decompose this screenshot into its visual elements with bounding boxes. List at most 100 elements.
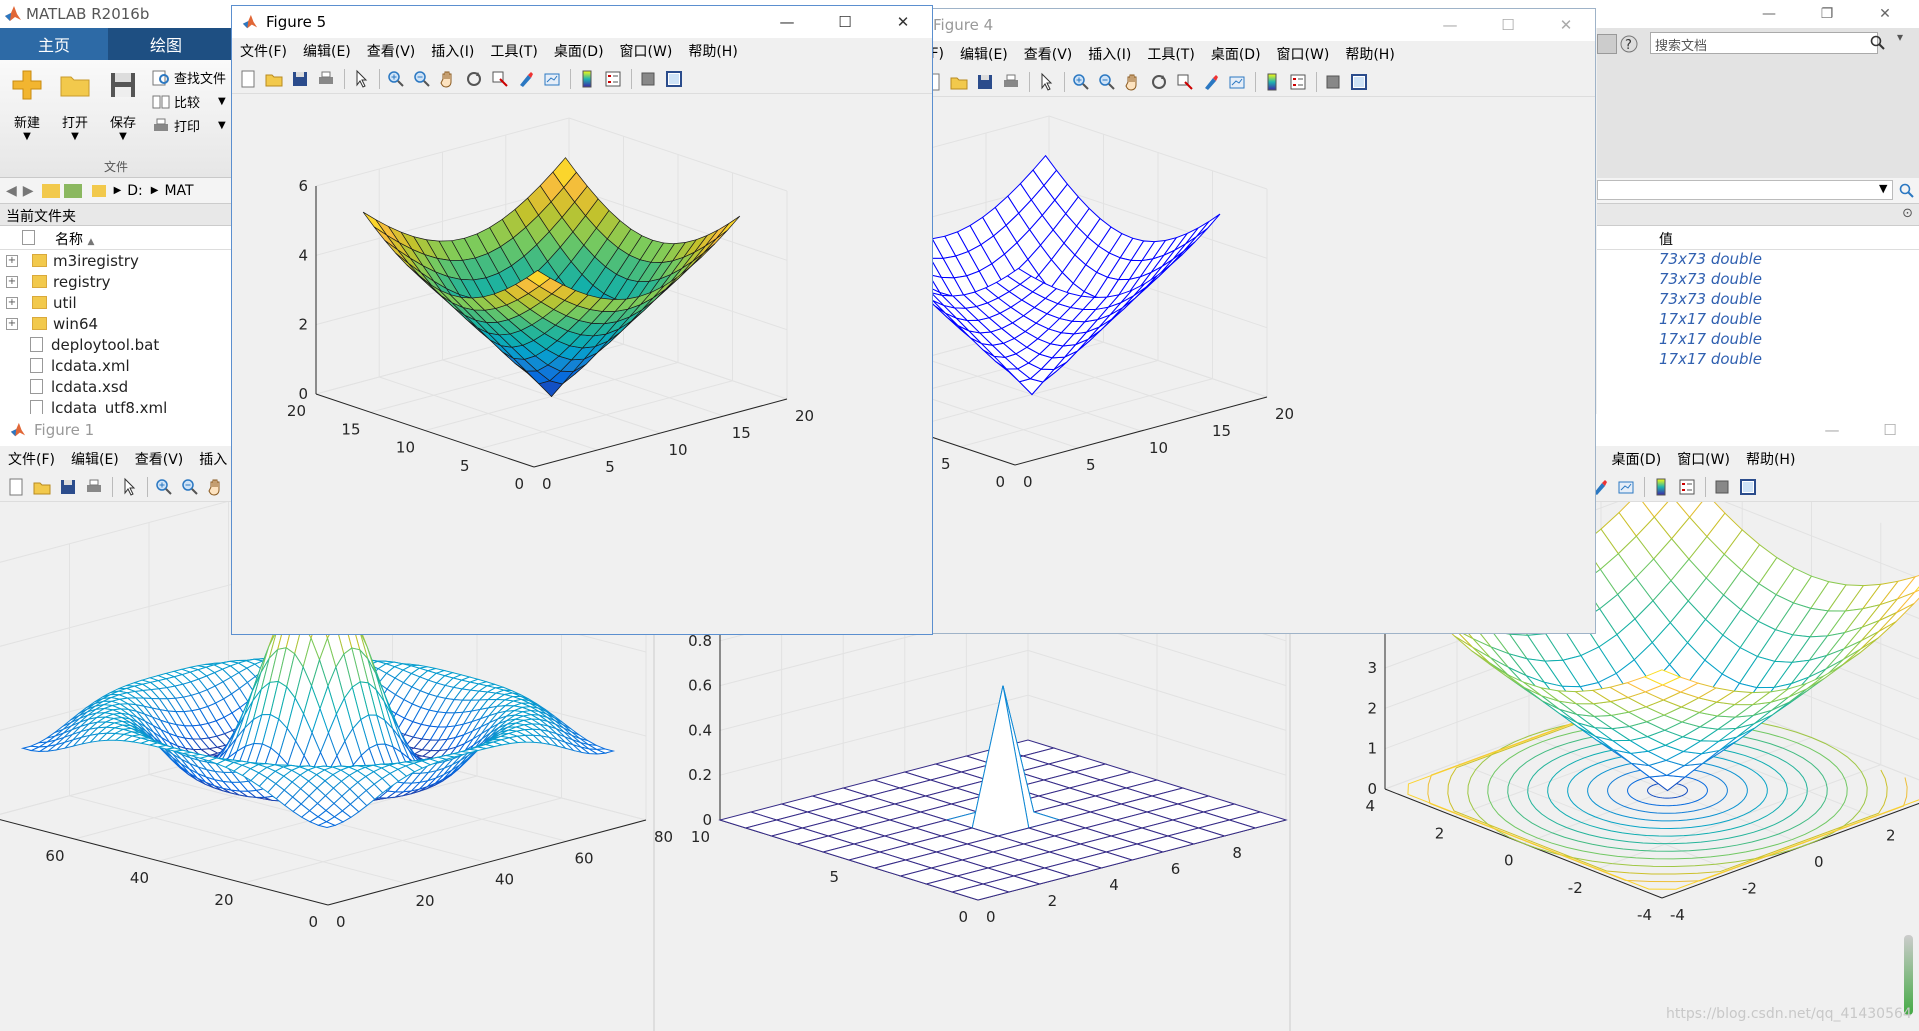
menu-item[interactable]: 帮助(H) xyxy=(1745,452,1796,468)
chevron-down-icon[interactable]: ▼ xyxy=(218,96,226,107)
menu-item[interactable]: 编辑(E) xyxy=(959,47,1008,63)
browse-folder-icon[interactable] xyxy=(63,183,82,198)
menu-item[interactable]: 窗口(W) xyxy=(619,44,673,60)
pointer-icon[interactable] xyxy=(351,69,371,89)
zoom-in-icon[interactable] xyxy=(1071,72,1091,92)
legend-icon[interactable] xyxy=(1288,72,1308,92)
hide-plot-tools-icon[interactable] xyxy=(638,69,658,89)
colorbar-icon[interactable] xyxy=(1651,477,1671,497)
menu-item[interactable]: 桌面(D) xyxy=(1611,452,1662,468)
colorbar-icon[interactable] xyxy=(1262,72,1282,92)
pointer-icon[interactable] xyxy=(1036,72,1056,92)
workspace-value[interactable]: 73x73 double xyxy=(1659,250,1762,268)
maximize-icon[interactable]: ☐ xyxy=(1883,421,1897,439)
workspace-value[interactable]: 17x17 double xyxy=(1659,310,1762,328)
community-icon[interactable] xyxy=(1597,34,1617,54)
chevron-down-icon[interactable]: ▼ xyxy=(1879,182,1888,195)
workspace-value[interactable]: 17x17 double xyxy=(1659,330,1762,348)
legend-icon[interactable] xyxy=(603,69,623,89)
compare-button[interactable]: 比较 ▼ xyxy=(152,92,226,111)
minimize-icon[interactable]: — xyxy=(1762,6,1776,22)
list-item[interactable]: lcdata.xml xyxy=(0,355,234,376)
restore-icon[interactable]: ❐ xyxy=(1820,6,1834,22)
print-icon[interactable] xyxy=(84,477,104,497)
tab-plots[interactable]: 绘图 xyxy=(149,36,182,55)
menu-item[interactable]: 窗口(W) xyxy=(1677,452,1730,468)
breadcrumb-drive[interactable]: D: xyxy=(127,182,143,199)
close-icon[interactable]: ✕ xyxy=(896,13,910,31)
brush-icon[interactable] xyxy=(516,69,536,89)
menu-item[interactable]: 插入(I) xyxy=(431,44,475,60)
data-cursor-icon[interactable] xyxy=(490,69,510,89)
search-icon[interactable] xyxy=(1899,183,1915,199)
menu-item[interactable]: 帮助(H) xyxy=(1345,47,1395,63)
legend-icon[interactable] xyxy=(1677,477,1697,497)
ribbon-collapse-icon[interactable]: ▾ xyxy=(1897,30,1904,44)
link-plot-icon[interactable] xyxy=(1227,72,1247,92)
hide-plot-tools-icon[interactable] xyxy=(1323,72,1343,92)
figure-5-canvas[interactable]: 0 5 10 15 20 0 5 10 15 20 0 2 4 6 xyxy=(232,94,932,634)
address-field[interactable] xyxy=(1597,180,1893,200)
minimize-icon[interactable]: — xyxy=(779,13,795,31)
data-cursor-icon[interactable] xyxy=(1175,72,1195,92)
list-item[interactable]: + m3iregistry xyxy=(0,250,234,271)
menu-item[interactable]: 工具(T) xyxy=(490,44,538,60)
brush-icon[interactable] xyxy=(1201,72,1221,92)
list-item[interactable]: lcdata.xsd xyxy=(0,376,234,397)
menu-item[interactable]: 桌面(D) xyxy=(1210,47,1261,63)
save-button[interactable]: 保存 ▼ xyxy=(100,66,146,142)
zoom-out-icon[interactable] xyxy=(412,69,432,89)
open-file-icon[interactable] xyxy=(264,69,284,89)
up-folder-icon[interactable] xyxy=(41,183,60,198)
breadcrumb-folder[interactable]: MAT xyxy=(164,182,194,199)
menu-item[interactable]: 编辑(E) xyxy=(70,452,119,468)
menu-item[interactable]: 文件(F) xyxy=(8,452,55,468)
open-button[interactable]: 打开 ▼ xyxy=(52,66,98,142)
workspace-value[interactable]: 73x73 double xyxy=(1659,270,1762,288)
tab-home[interactable]: 主页 xyxy=(0,28,108,60)
workspace-value[interactable]: 17x17 double xyxy=(1659,350,1762,368)
zoom-out-icon[interactable] xyxy=(180,477,200,497)
show-plot-tools-icon[interactable] xyxy=(664,69,684,89)
column-header-name[interactable]: 名称 ▲ xyxy=(0,226,234,250)
forward-arrow-icon[interactable]: ▶ xyxy=(22,182,34,199)
new-figure-icon[interactable] xyxy=(6,477,26,497)
close-icon[interactable]: ✕ xyxy=(1559,16,1573,34)
show-plot-tools-icon[interactable] xyxy=(1349,72,1369,92)
brush-icon[interactable] xyxy=(1590,477,1610,497)
show-plot-tools-icon[interactable] xyxy=(1738,477,1758,497)
minimize-icon[interactable]: — xyxy=(1442,16,1458,34)
rotate-3d-icon[interactable] xyxy=(464,69,484,89)
search-documentation-input[interactable]: 搜索文档 xyxy=(1650,32,1878,54)
zoom-in-icon[interactable] xyxy=(154,477,174,497)
print-icon[interactable] xyxy=(1001,72,1021,92)
list-item[interactable]: + win64 xyxy=(0,313,234,334)
menu-item[interactable]: 帮助(H) xyxy=(688,44,738,60)
menu-item[interactable]: 编辑(E) xyxy=(302,44,351,60)
menu-item[interactable]: 查看(V) xyxy=(134,452,184,468)
expand-icon[interactable]: + xyxy=(6,254,18,267)
chevron-down-icon[interactable]: ▼ xyxy=(218,120,226,131)
list-item[interactable]: + util xyxy=(0,292,234,313)
maximize-icon[interactable]: ☐ xyxy=(1501,16,1515,34)
zoom-out-icon[interactable] xyxy=(1097,72,1117,92)
save-icon[interactable] xyxy=(975,72,995,92)
hide-plot-tools-icon[interactable] xyxy=(1712,477,1732,497)
panel-menu-icon[interactable]: ⊙ xyxy=(1902,206,1913,221)
menu-item[interactable]: 桌面(D) xyxy=(553,44,604,60)
open-file-icon[interactable] xyxy=(949,72,969,92)
menu-item[interactable]: 查看(V) xyxy=(366,44,416,60)
search-icon[interactable] xyxy=(1870,35,1886,51)
back-arrow-icon[interactable]: ◀ xyxy=(6,182,17,199)
find-files-button[interactable]: 查找文件 xyxy=(152,68,226,87)
link-plot-icon[interactable] xyxy=(542,69,562,89)
save-icon[interactable] xyxy=(290,69,310,89)
open-file-icon[interactable] xyxy=(32,477,52,497)
workspace-value[interactable]: 73x73 double xyxy=(1659,290,1762,308)
menu-item[interactable]: 插入 xyxy=(199,452,228,468)
pan-hand-icon[interactable] xyxy=(438,69,458,89)
rotate-3d-icon[interactable] xyxy=(1149,72,1169,92)
link-plot-icon[interactable] xyxy=(1616,477,1636,497)
list-item[interactable]: + registry xyxy=(0,271,234,292)
